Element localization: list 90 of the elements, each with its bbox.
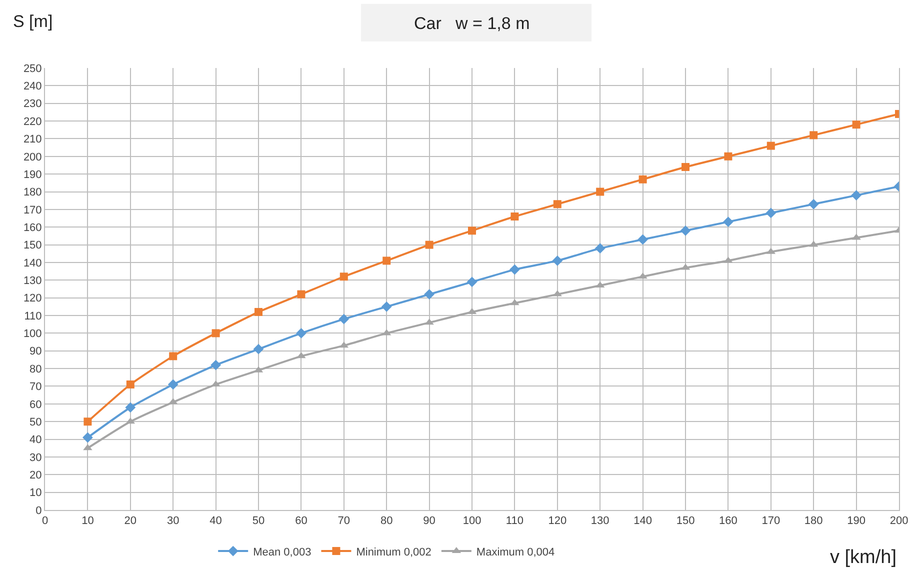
y-tick-label: 180 xyxy=(23,186,42,199)
point xyxy=(466,276,478,288)
x-tick-label: 50 xyxy=(252,515,265,528)
y-tick-label: 220 xyxy=(23,116,42,128)
x-tick-label: 180 xyxy=(804,515,823,528)
point xyxy=(82,432,93,443)
point xyxy=(510,264,520,275)
legend-label: Minimum 0,002 xyxy=(356,546,432,558)
point xyxy=(297,290,306,298)
point xyxy=(468,226,476,235)
point xyxy=(596,188,604,196)
y-tick-label: 250 xyxy=(23,62,42,75)
x-axis-title: v [km/h] xyxy=(830,547,897,568)
y-tick-label: 50 xyxy=(30,416,42,428)
x-tick-label: 120 xyxy=(548,515,567,528)
point xyxy=(851,190,862,200)
x-tick-label: 130 xyxy=(590,515,610,528)
point xyxy=(638,234,648,245)
point xyxy=(168,379,178,390)
y-tick-label: 160 xyxy=(23,222,42,234)
point xyxy=(552,256,563,266)
y-tick-label: 90 xyxy=(30,346,42,358)
legend-label: Maximum 0,004 xyxy=(476,546,555,558)
y-tick-label: 210 xyxy=(23,134,42,146)
y-tick-label: 240 xyxy=(23,80,42,93)
point xyxy=(594,243,606,254)
y-tick-label: 10 xyxy=(30,487,42,500)
y-tick-label: 190 xyxy=(23,168,42,181)
y-tick-label: 120 xyxy=(23,292,42,305)
point xyxy=(766,142,775,150)
x-tick-label: 150 xyxy=(676,515,695,528)
point xyxy=(510,212,519,221)
x-tick-label: 10 xyxy=(82,515,94,528)
y-tick-label: 40 xyxy=(30,434,42,446)
point xyxy=(680,225,691,236)
y-tick-label: 20 xyxy=(30,469,42,482)
x-tick-label: 80 xyxy=(380,515,393,528)
point xyxy=(424,289,434,300)
legend-label: Mean 0,003 xyxy=(253,546,312,558)
point xyxy=(425,240,434,249)
point xyxy=(852,120,860,129)
point xyxy=(724,152,732,160)
y-tick-label: 60 xyxy=(30,398,42,411)
x-tick-label: 90 xyxy=(423,515,436,528)
x-tick-label: 100 xyxy=(462,515,482,528)
point xyxy=(382,256,391,265)
point xyxy=(253,344,264,354)
point xyxy=(126,380,134,388)
y-tick-label: 230 xyxy=(23,98,42,110)
point xyxy=(84,418,92,426)
y-tick-label: 170 xyxy=(23,204,42,216)
x-tick-label: 110 xyxy=(506,515,524,528)
y-tick-label: 0 xyxy=(36,504,42,517)
point xyxy=(553,200,562,208)
x-tick-label: 70 xyxy=(338,515,350,528)
y-axis-title: S [m] xyxy=(13,12,53,31)
point xyxy=(808,198,819,210)
x-tick-label: 200 xyxy=(890,515,908,528)
point xyxy=(210,360,221,370)
y-tick-label: 100 xyxy=(23,328,42,340)
point xyxy=(254,308,262,316)
x-tick-label: 140 xyxy=(634,515,652,528)
point xyxy=(766,208,776,218)
y-tick-label: 70 xyxy=(30,381,42,394)
x-tick-label: 60 xyxy=(295,515,308,528)
x-tick-label: 30 xyxy=(166,515,180,528)
x-tick-label: 190 xyxy=(847,515,866,528)
y-tick-label: 140 xyxy=(23,257,42,270)
chart-title: Car w = 1,8 m xyxy=(414,14,530,33)
y-tick-label: 80 xyxy=(30,363,42,376)
y-tick-label: 200 xyxy=(23,151,42,164)
point xyxy=(723,216,734,228)
point xyxy=(125,402,136,413)
x-tick-label: 160 xyxy=(719,515,738,528)
y-tick-label: 130 xyxy=(23,275,42,288)
point xyxy=(381,301,392,312)
x-tick-label: 170 xyxy=(762,515,780,528)
y-tick-label: 30 xyxy=(30,452,42,464)
y-tick-label: 150 xyxy=(23,240,42,252)
y-tick-label: 110 xyxy=(24,310,42,322)
point xyxy=(169,352,178,360)
point xyxy=(296,328,306,338)
point xyxy=(212,329,220,338)
point xyxy=(682,163,690,172)
point xyxy=(340,272,348,281)
point xyxy=(810,131,818,140)
x-tick-label: 20 xyxy=(124,515,137,528)
x-tick-label: 40 xyxy=(210,515,222,528)
point xyxy=(338,314,350,324)
point xyxy=(638,175,647,184)
